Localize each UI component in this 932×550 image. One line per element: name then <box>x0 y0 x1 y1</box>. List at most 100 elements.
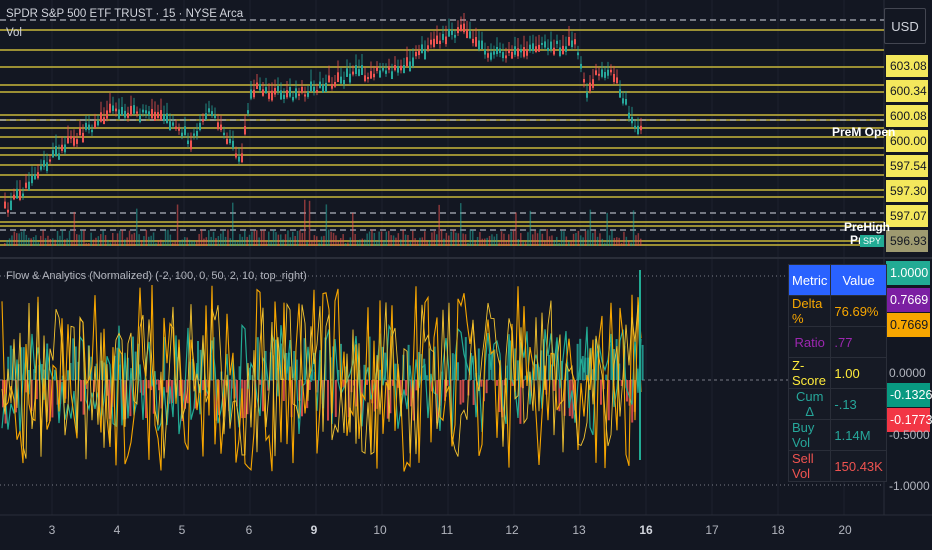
candle-body <box>76 139 78 144</box>
candle-body <box>130 105 132 115</box>
candle-body <box>112 105 114 112</box>
candle-body <box>526 49 528 56</box>
volume-bar <box>107 239 109 246</box>
price-tag: 597.54 <box>886 155 928 177</box>
candle-body <box>7 209 9 213</box>
volume-bar <box>421 237 424 246</box>
volume-bar <box>371 229 373 246</box>
candle-body <box>277 86 279 92</box>
histogram-bar <box>392 380 394 386</box>
histogram-bar <box>397 380 400 388</box>
volume-bar <box>8 238 11 246</box>
volume-bar <box>330 231 332 246</box>
candle-body <box>421 44 423 54</box>
candle-body <box>184 126 186 135</box>
price-tag: 603.08 <box>886 55 928 77</box>
candle-body <box>256 82 258 90</box>
volume-bar <box>462 233 464 246</box>
volume-bar <box>128 230 131 246</box>
candle-body <box>601 69 603 77</box>
histogram-bar <box>108 380 111 419</box>
metrics-table: Metric Value Delta % 76.69% Ratio .77 Z-… <box>787 264 887 482</box>
candle-body <box>241 153 243 163</box>
candle-body <box>577 52 579 56</box>
candle-body <box>340 76 342 84</box>
volume-bar <box>352 212 354 246</box>
volume-bar <box>335 235 337 246</box>
prem-open-label: PreM Open <box>832 125 896 139</box>
volume-bar <box>102 230 104 246</box>
volume-bar <box>28 237 30 246</box>
volume-bar <box>515 212 517 246</box>
volume-bar <box>457 233 460 246</box>
histogram-bar <box>321 380 324 405</box>
volume-bar <box>632 210 635 246</box>
volume-bar <box>263 229 265 246</box>
volume-bar <box>289 237 292 246</box>
histogram-bar <box>366 380 368 385</box>
histogram-bar <box>514 348 517 380</box>
volume-bar <box>236 241 239 246</box>
candle-body <box>364 75 366 82</box>
histogram-bar <box>282 380 285 401</box>
candle-body <box>61 144 63 151</box>
candle-body <box>94 121 96 128</box>
volume-bar <box>551 235 553 246</box>
metric-value: 150.43K <box>830 450 887 482</box>
histogram-bar <box>444 380 446 401</box>
volume-bar <box>32 237 35 246</box>
volume-bar <box>510 231 512 246</box>
volume-bar <box>464 234 467 246</box>
histogram-bar <box>394 363 397 380</box>
volume-bar <box>431 232 433 246</box>
volume-label: Vol <box>6 27 22 39</box>
volume-bar <box>260 230 263 246</box>
candle-body <box>286 90 288 98</box>
histogram-bar <box>28 370 30 380</box>
volume-bar <box>90 232 92 246</box>
volume-bar <box>445 232 448 246</box>
candle-body <box>499 48 501 53</box>
volume-bar <box>592 233 594 246</box>
histogram-bar <box>67 370 69 380</box>
histogram-bar <box>405 380 407 396</box>
candle-body <box>427 45 429 50</box>
histogram-bar <box>69 362 72 380</box>
histogram-bar <box>524 375 527 380</box>
candle-body <box>556 40 558 44</box>
histogram-bar <box>342 380 345 388</box>
volume-bar <box>640 238 642 246</box>
histogram-bar <box>126 357 129 380</box>
histogram-bar <box>134 351 137 380</box>
candle-body <box>208 108 210 113</box>
candle-body <box>559 47 561 56</box>
candle-body <box>190 140 192 150</box>
volume-bar <box>541 233 544 246</box>
histogram-bar <box>124 380 127 420</box>
volume-bar <box>414 238 416 246</box>
histogram-bar <box>410 380 413 407</box>
volume-bar <box>217 236 220 246</box>
histogram-bar <box>337 369 340 380</box>
candle-body <box>49 159 51 162</box>
candle-body <box>106 110 108 119</box>
volume-bar <box>500 231 503 246</box>
candle-body <box>331 84 333 89</box>
volume-bar <box>340 238 342 246</box>
histogram-bar <box>574 380 576 411</box>
currency-button[interactable]: USD <box>884 8 926 44</box>
histogram-bar <box>165 380 168 393</box>
volume-bar <box>109 242 112 246</box>
candle-body <box>4 201 6 209</box>
volume-bar <box>59 235 61 246</box>
histogram-bar <box>145 380 147 419</box>
candle-body <box>10 200 12 211</box>
candle-body <box>454 34 456 38</box>
candle-body <box>391 71 393 80</box>
candle-body <box>532 43 534 51</box>
candle-body <box>217 122 219 130</box>
candle-body <box>406 57 408 67</box>
price-tag: 597.30 <box>886 180 928 202</box>
volume-bar <box>402 229 404 246</box>
